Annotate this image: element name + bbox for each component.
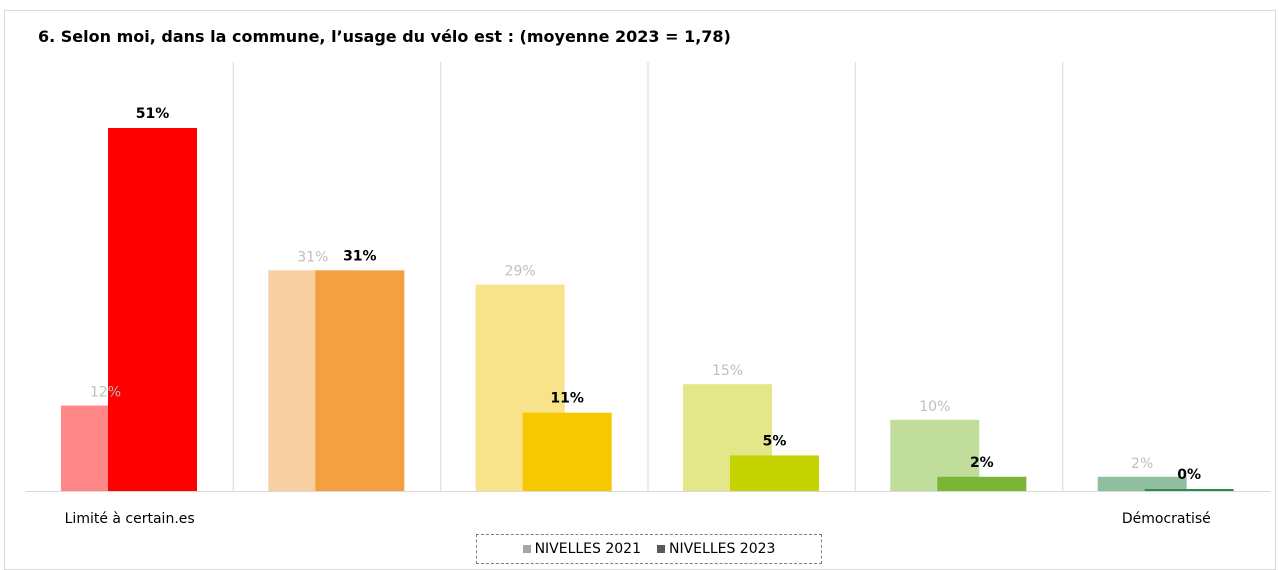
data-label-2021: 31% [297, 249, 328, 265]
data-label-2021: 12% [90, 385, 121, 401]
data-label-2021: 2% [1131, 456, 1153, 472]
category-label: Démocratisé [1122, 511, 1211, 527]
chart-legend: NIVELLES 2021 NIVELLES 2023 [476, 534, 822, 564]
bar-2023 [1144, 489, 1234, 491]
legend-label-2023: NIVELLES 2023 [669, 541, 776, 557]
bar-2023 [108, 128, 197, 491]
legend-swatch-2021 [522, 545, 531, 553]
legend-item-2021: NIVELLES 2021 [522, 541, 641, 557]
chart-title: 6. Selon moi, dans la commune, l’usage d… [38, 27, 731, 46]
data-label-2023: 5% [763, 433, 787, 449]
bar-2023 [730, 455, 819, 491]
data-label-2023: 2% [970, 455, 994, 471]
bar-2023 [522, 412, 612, 491]
bar-2023 [315, 270, 405, 491]
bar-2023 [937, 476, 1027, 491]
category-label: Limité à certain.es [65, 511, 195, 527]
data-label-2023: 11% [550, 391, 584, 407]
data-label-2021: 15% [712, 363, 743, 379]
data-label-2021: 10% [919, 399, 950, 415]
legend-swatch-2023 [657, 545, 665, 553]
legend-item-2023: NIVELLES 2023 [657, 541, 775, 557]
legend-label-2021: NIVELLES 2021 [534, 541, 641, 557]
data-label-2023: 31% [343, 248, 377, 264]
data-label-2023: 51% [136, 106, 170, 122]
data-label-2021: 29% [505, 264, 536, 280]
data-label-2023: 0% [1177, 467, 1201, 483]
bar-2021 [1097, 476, 1187, 491]
